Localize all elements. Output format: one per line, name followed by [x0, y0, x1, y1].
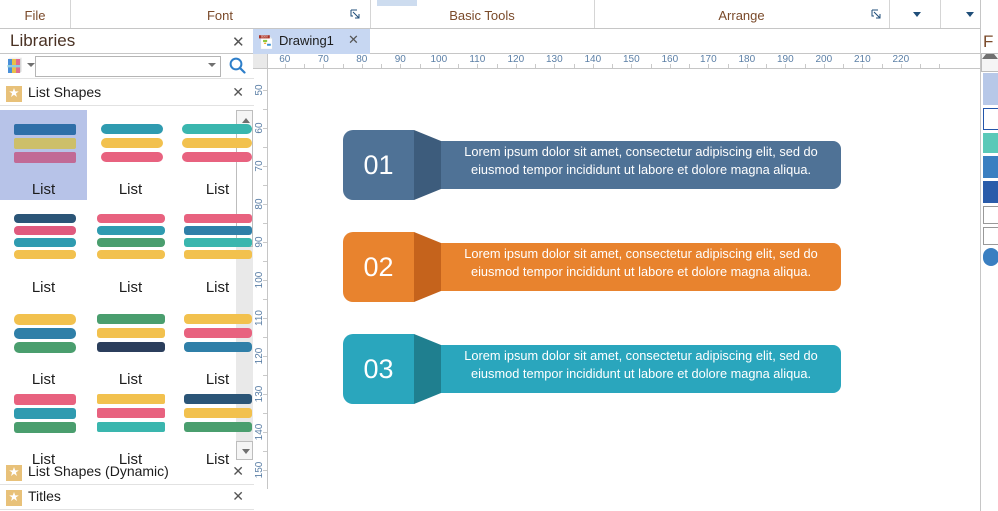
svg-text:SDDX: SDDX: [261, 36, 268, 39]
